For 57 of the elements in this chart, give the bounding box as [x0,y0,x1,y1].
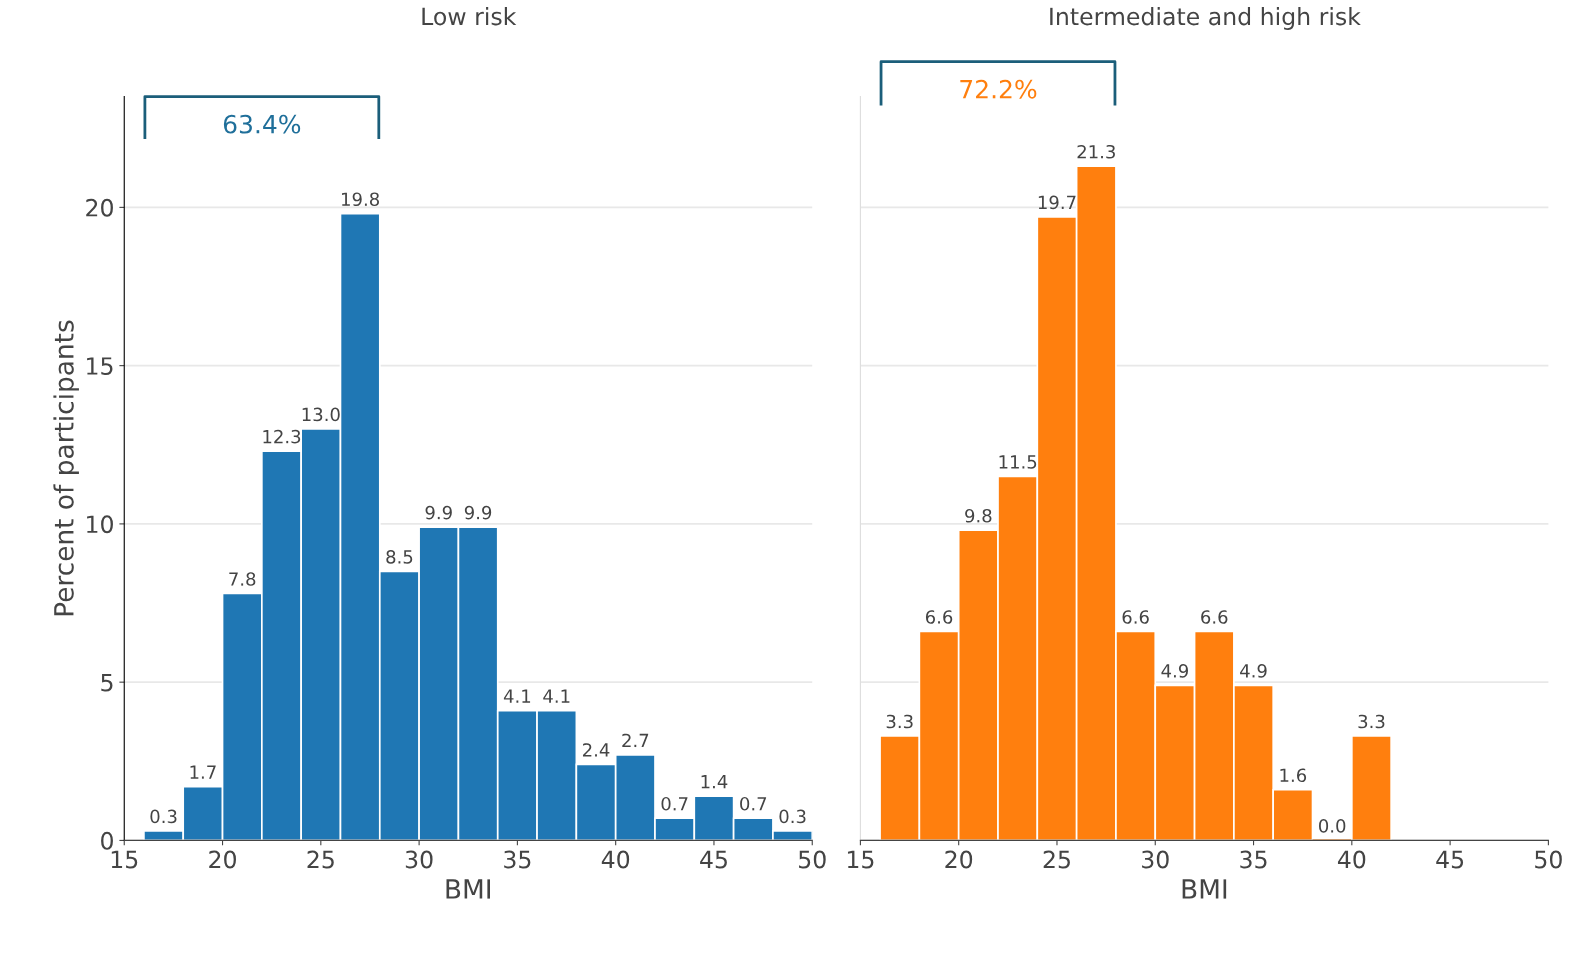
x-tick-label: 45 [1436,850,1464,869]
data-label: 6.6 [925,610,953,624]
x-tick-label: 50 [1535,850,1562,869]
data-label: 9.8 [965,508,992,523]
data-label: 13.0 [302,407,340,422]
x-tick-label: 30 [405,850,433,869]
data-label: 7.8 [229,572,256,586]
data-label: 19.8 [342,192,379,207]
data-label: 1.4 [701,775,728,789]
y-axis-title: Percent of participants [53,320,79,616]
chart-title: Intermediate and high risk [1050,7,1361,30]
data-label: 0.0 [1319,819,1346,833]
data-label: 0.3 [150,809,177,824]
data-label: 8.5 [386,550,413,564]
x-tick-label: 20 [209,850,236,869]
data-label: 21.3 [1077,144,1115,159]
x-tick-label: 50 [799,850,826,869]
x-tick-label: 15 [847,850,874,869]
data-label: 0.7 [661,796,688,811]
data-label: 4.1 [503,689,531,703]
data-label: 3.3 [886,714,913,729]
y-tick-label: 15 [87,357,113,375]
x-tick-label: 20 [945,850,973,869]
y-tick-label: 20 [86,198,113,217]
annotation: 72.2% [960,79,1037,99]
data-label: 1.6 [1280,768,1307,783]
x-tick-label: 45 [700,850,727,869]
data-label: 4.1 [543,689,570,703]
x-tick-label: 25 [307,850,334,869]
data-label: 19.7 [1038,195,1076,210]
data-label: 6.6 [1201,610,1228,624]
x-tick-label: 30 [1142,850,1169,869]
data-label: 0.7 [740,796,767,811]
data-label: 1.7 [190,765,216,779]
y-tick-label: 10 [87,515,113,534]
chart-title: Low risk [422,7,517,26]
data-label: 2.7 [622,733,649,748]
data-label: 9.9 [464,505,492,520]
data-label: 11.5 [999,455,1037,469]
x-tick-label: 40 [1337,850,1366,869]
data-label: 4.9 [1161,664,1188,678]
annotation: 63.4% [223,114,301,134]
x-tick-label: 35 [1240,850,1267,869]
data-label: 12.3 [263,429,301,444]
x-tick-label: 40 [601,850,630,869]
data-label: 3.3 [1358,714,1385,729]
data-label: 6.6 [1122,610,1149,624]
data-label: 2.4 [582,743,610,757]
x-tick-label: 25 [1043,850,1070,869]
data-label: 9.9 [425,505,452,520]
x-axis-title: BMI [446,879,490,899]
data-label: 4.9 [1240,664,1267,678]
data-label: 0.3 [779,809,806,824]
y-tick-label: 5 [101,673,113,692]
x-axis-title: BMI [1182,879,1227,899]
y-tick-label: 0 [101,831,113,850]
x-tick-label: 35 [504,850,531,869]
